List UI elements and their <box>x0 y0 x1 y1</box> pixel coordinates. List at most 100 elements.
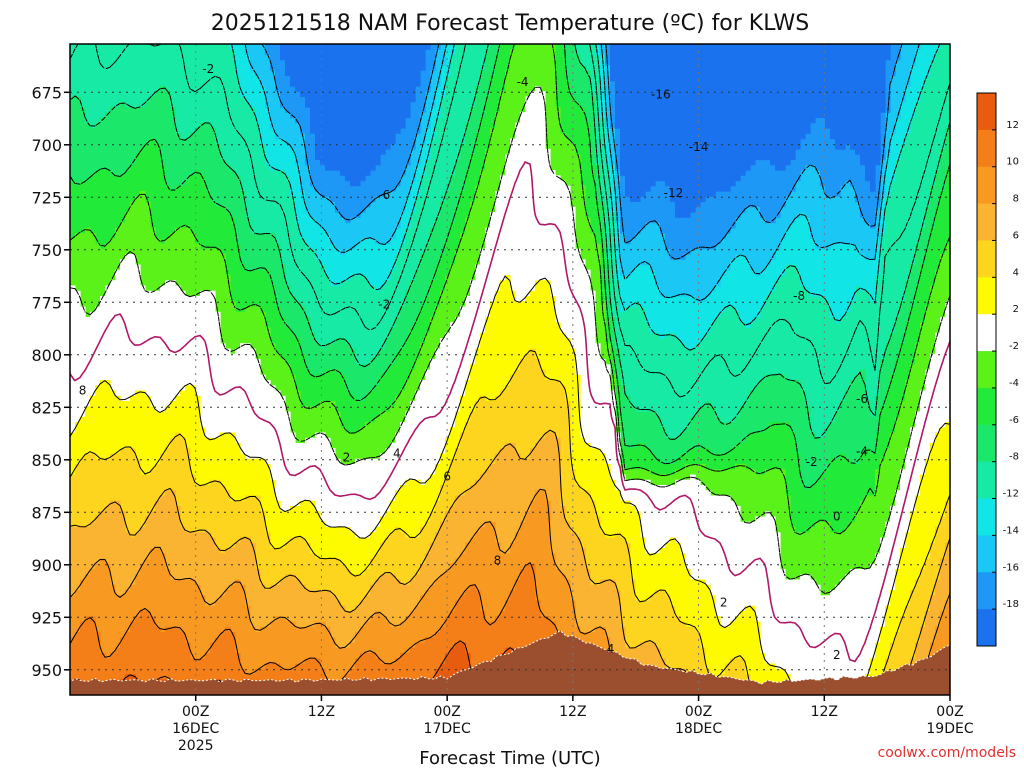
x-tick-label: 18DEC <box>675 721 722 737</box>
contour-line <box>261 44 903 260</box>
plot-frame <box>69 43 951 696</box>
temperature-band <box>70 563 950 695</box>
colorbar-swatch <box>977 498 996 536</box>
colorbar-label: 10 <box>1006 157 1019 168</box>
x-tick-label: 00Z <box>936 704 963 720</box>
contour-line <box>70 44 950 489</box>
contour-line <box>70 350 950 695</box>
contour-value-label: -4 <box>517 75 529 89</box>
contour-value-label: -12 <box>664 186 684 200</box>
contour-line <box>70 44 950 535</box>
colorbar-label: -6 <box>1009 415 1019 426</box>
y-tick-label: 700 <box>31 136 62 155</box>
colorbar-swatch <box>977 240 996 278</box>
colorbar-label: -2 <box>1009 341 1019 352</box>
source-credit: coolwx.com/models <box>878 745 1016 761</box>
terrain-layer <box>70 629 950 695</box>
contour-value-label: -8 <box>793 289 805 303</box>
contour-value-label: -4 <box>856 444 868 458</box>
x-tick-label: 00Z <box>685 704 712 720</box>
contour-value-label: 4 <box>607 642 615 656</box>
contour-line <box>70 429 950 695</box>
colorbar-label: 8 <box>1013 194 1019 205</box>
x-tick-label: 2025 <box>178 738 214 754</box>
contour-value-label: 6 <box>443 470 451 484</box>
y-tick-label: 825 <box>31 398 62 417</box>
temperature-band <box>70 348 950 695</box>
contour-line-layer <box>70 44 950 695</box>
temperature-band <box>70 44 950 439</box>
y-tick-label: 800 <box>31 346 62 365</box>
temperature-fill-layer <box>70 44 950 695</box>
x-tick-label: 00Z <box>433 704 460 720</box>
temperature-band <box>265 44 901 260</box>
colorbar-swatch <box>977 129 996 168</box>
colorbar-swatch <box>977 609 996 647</box>
x-tick-label: 17DEC <box>424 721 471 737</box>
y-tick-label: 725 <box>31 188 62 207</box>
colorbar-legend: 12 10 8 6 4 2 -2 -4 -6 -8 -12 -14 -16 -18 <box>976 92 1019 647</box>
colorbar-swatch <box>977 535 996 573</box>
temperature-band <box>70 86 950 695</box>
contour-value-label: 8 <box>79 384 87 398</box>
contour-value-label: 0 <box>833 510 841 524</box>
x-tick-label: 12Z <box>559 704 586 720</box>
colorbar-label: -14 <box>1003 525 1019 536</box>
y-tick-label: 775 <box>31 293 62 312</box>
contour-line <box>70 275 950 695</box>
colorbar-swatch <box>977 93 996 131</box>
contour-line <box>70 488 950 695</box>
x-tick-label: 12Z <box>308 704 335 720</box>
colorbar-swatch <box>977 424 996 463</box>
y-tick-label: 675 <box>31 83 62 102</box>
contour-value-label: 8 <box>494 554 502 568</box>
y-tick-label: 900 <box>31 556 62 575</box>
x-axis-title: Forecast Time (UTC) <box>419 748 600 768</box>
x-tick-label: 12Z <box>811 704 838 720</box>
contour-line <box>70 44 950 398</box>
colorbar-swatch <box>977 351 996 389</box>
colorbar-label: 6 <box>1013 230 1019 241</box>
colorbar-label: -8 <box>1009 452 1019 463</box>
colorbar-swatch <box>977 277 996 315</box>
temperature-band <box>70 44 950 533</box>
colorbar-label: -16 <box>1003 562 1019 573</box>
contour-value-label: -2 <box>806 455 818 469</box>
y-tick-label: 850 <box>31 451 62 470</box>
y-tick-label: 750 <box>31 241 62 260</box>
contour-value-label: 2 <box>833 648 841 662</box>
temperature-band <box>70 44 950 491</box>
x-tick-label: 00Z <box>182 704 209 720</box>
chart-title: 2025121518 NAM Forecast Temperature (ºC)… <box>211 11 809 36</box>
temperature-band <box>70 275 950 695</box>
contour-value-label: 2 <box>343 451 351 465</box>
colorbar-label: 4 <box>1013 267 1019 278</box>
contour-value-label: 4 <box>393 447 401 461</box>
x-tick-label: 16DEC <box>172 721 219 737</box>
y-tick-label: 950 <box>31 661 62 680</box>
contour-label-layer: -2 -4 -16 -14 -12 -6 -8 -2 -6 8 -4 -2 2 4 6 0 8 2 4 2 <box>79 62 868 662</box>
contour-value-label: 2 <box>720 596 728 610</box>
contour-value-label: -14 <box>689 140 709 154</box>
y-tick-label: 875 <box>31 503 62 522</box>
colorbar-swatch <box>977 314 996 352</box>
contour-value-label: -6 <box>856 392 868 406</box>
contour-value-label: -6 <box>378 188 390 202</box>
colorbar-swatch <box>977 572 996 610</box>
temperature-band <box>245 44 921 302</box>
y-axis: 675 700 725 750 775 800 825 850 875 900 925 950 <box>31 83 70 680</box>
ground-surface <box>70 629 950 695</box>
contour-line <box>70 44 950 440</box>
colorbar-label: 2 <box>1013 304 1019 315</box>
colorbar-swatch <box>977 203 996 241</box>
x-tick-label: 19DEC <box>926 721 973 737</box>
colorbar-swatch <box>977 387 996 426</box>
colorbar-label: -18 <box>1003 599 1019 610</box>
freezing-contour-line <box>70 161 950 663</box>
contour-value-label: -2 <box>202 62 214 76</box>
colorbar-label: 12 <box>1006 120 1019 131</box>
contour-value-label: -16 <box>651 87 671 101</box>
temperature-band <box>70 432 950 695</box>
